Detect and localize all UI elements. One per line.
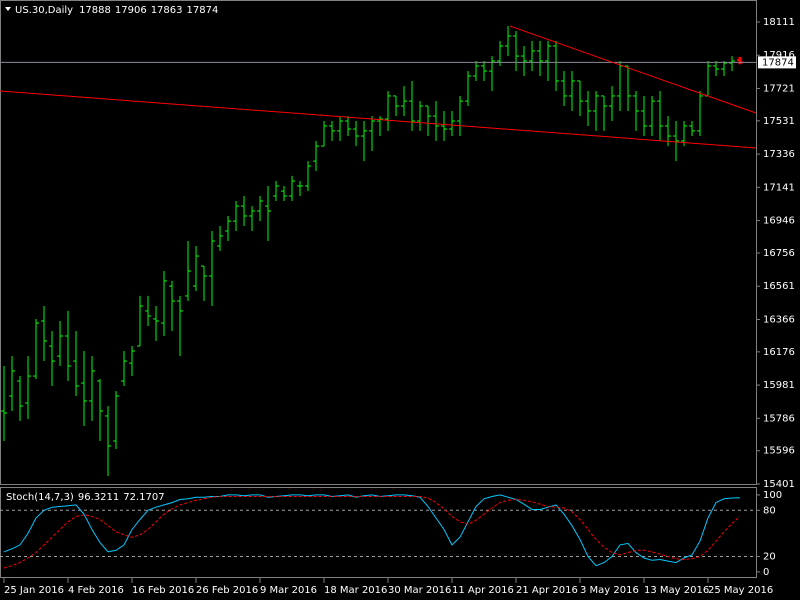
stoch-panel: [0, 487, 757, 578]
y-tick-label: 17916: [763, 50, 795, 61]
y-tick-label: 15786: [763, 413, 795, 424]
x-tick-label: 25 May 2016: [708, 585, 773, 596]
x-tick-label: 26 Feb 2016: [196, 585, 258, 596]
stoch-line: [3, 494, 741, 567]
open: 17888: [79, 5, 111, 16]
stoch-main: 96.3211: [78, 492, 119, 503]
main-header: US.30,Daily 17888 17906 17863 17874: [15, 5, 218, 16]
y-tick-label: 20: [763, 551, 776, 562]
main-panel: [0, 0, 757, 485]
stoch-signal: 72.1707: [123, 492, 164, 503]
y-tick-label: 15981: [763, 380, 795, 391]
y-tick-label: 17336: [763, 149, 795, 160]
trendline: [0, 90, 757, 149]
y-tick-label: 0: [763, 567, 769, 578]
high: 17906: [115, 5, 147, 16]
symbol: US.30,Daily: [15, 5, 73, 16]
trendline: [509, 25, 757, 114]
close: 17874: [187, 5, 219, 16]
y-tick-label: 16561: [763, 281, 795, 292]
y-tick-label: 18111: [763, 17, 795, 28]
x-tick-label: 21 Apr 2016: [516, 585, 578, 596]
x-tick-label: 13 May 2016: [644, 585, 709, 596]
y-tick-label: 17531: [763, 116, 795, 127]
y-tick-label: 17721: [763, 83, 795, 94]
y-tick-label: 17141: [763, 182, 795, 193]
stoch-title: Stoch(14,7,3): [6, 492, 74, 503]
x-tick-label: 16 Feb 2016: [132, 585, 194, 596]
x-tick-label: 11 Apr 2016: [452, 585, 514, 596]
stoch-line: [3, 496, 741, 569]
y-tick-label: 16756: [763, 248, 795, 259]
y-tick-label: 15401: [763, 479, 795, 490]
x-tick-label: 9 Mar 2016: [260, 585, 317, 596]
y-tick-label: 15596: [763, 446, 795, 457]
y-tick-label: 80: [763, 505, 776, 516]
price-label-box: [758, 56, 796, 69]
x-tick-label: 3 May 2016: [580, 585, 639, 596]
low: 17863: [151, 5, 183, 16]
x-tick-label: 18 Mar 2016: [324, 585, 387, 596]
stoch-header: Stoch(14,7,3) 96.3211 72.1707: [6, 492, 165, 503]
x-tick-label: 4 Feb 2016: [68, 585, 124, 596]
x-tick-label: 30 Mar 2016: [388, 585, 451, 596]
y-tick-label: 16946: [763, 216, 795, 227]
menu-arrow[interactable]: [5, 7, 11, 11]
y-tick-label: 100: [763, 490, 782, 501]
y-tick-label: 16366: [763, 314, 795, 325]
y-tick-label: 16176: [763, 347, 795, 358]
price-label: 17874: [762, 57, 794, 68]
price-bars: [1, 26, 743, 476]
x-tick-label: 25 Jan 2016: [4, 585, 64, 596]
